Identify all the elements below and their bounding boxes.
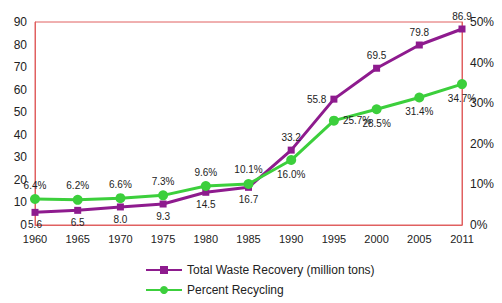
svg-text:14.5: 14.5 <box>196 199 216 210</box>
svg-text:1995: 1995 <box>322 233 346 245</box>
svg-text:31.4%: 31.4% <box>405 106 433 117</box>
svg-text:79.8: 79.8 <box>410 27 430 38</box>
svg-text:1990: 1990 <box>279 233 303 245</box>
svg-text:60: 60 <box>14 83 28 97</box>
svg-text:6.5: 6.5 <box>71 217 85 228</box>
svg-text:0: 0 <box>20 218 27 232</box>
svg-text:50%: 50% <box>470 15 494 29</box>
svg-text:40: 40 <box>14 128 28 142</box>
svg-text:16.7: 16.7 <box>239 194 259 205</box>
svg-text:2005: 2005 <box>407 233 431 245</box>
svg-text:30: 30 <box>14 150 28 164</box>
svg-text:80: 80 <box>14 38 28 52</box>
svg-text:69.5: 69.5 <box>367 50 387 61</box>
svg-text:9.3: 9.3 <box>156 211 170 222</box>
svg-text:1985: 1985 <box>236 233 260 245</box>
svg-text:30%: 30% <box>470 96 494 111</box>
svg-text:Total Waste Recovery (million: Total Waste Recovery (million tons) <box>187 263 375 277</box>
svg-text:1965: 1965 <box>65 233 89 245</box>
svg-text:9.6%: 9.6% <box>194 167 217 178</box>
svg-text:16.0%: 16.0% <box>277 169 305 180</box>
svg-text:10: 10 <box>14 195 28 209</box>
svg-text:6.6%: 6.6% <box>109 179 132 190</box>
svg-text:86.9: 86.9 <box>452 11 472 22</box>
svg-text:20%: 20% <box>470 137 494 151</box>
svg-text:7.3%: 7.3% <box>152 176 175 187</box>
svg-text:2000: 2000 <box>364 233 388 245</box>
svg-text:Percent Recycling: Percent Recycling <box>187 283 284 297</box>
svg-text:1960: 1960 <box>23 233 47 245</box>
svg-text:5.6: 5.6 <box>28 219 42 230</box>
svg-text:40%: 40% <box>470 56 494 70</box>
svg-text:8.0: 8.0 <box>113 214 127 225</box>
svg-text:1980: 1980 <box>194 233 218 245</box>
svg-text:55.8: 55.8 <box>307 94 327 105</box>
svg-text:50: 50 <box>14 105 28 119</box>
svg-text:1975: 1975 <box>151 233 175 245</box>
svg-text:20: 20 <box>13 172 27 187</box>
svg-text:10%: 10% <box>470 177 494 191</box>
svg-text:28.5%: 28.5% <box>362 118 390 129</box>
svg-text:10.1%: 10.1% <box>234 164 262 175</box>
svg-text:33.2: 33.2 <box>281 132 301 143</box>
svg-text:0%: 0% <box>470 218 488 232</box>
svg-text:34.7%: 34.7% <box>448 93 476 104</box>
svg-text:25.7%: 25.7% <box>342 115 372 127</box>
svg-text:2011: 2011 <box>450 233 474 245</box>
svg-text:1970: 1970 <box>108 233 132 245</box>
svg-text:70: 70 <box>14 60 28 74</box>
svg-text:90: 90 <box>14 15 28 29</box>
svg-text:6.4%: 6.4% <box>24 180 47 191</box>
svg-text:6.2%: 6.2% <box>66 180 89 191</box>
